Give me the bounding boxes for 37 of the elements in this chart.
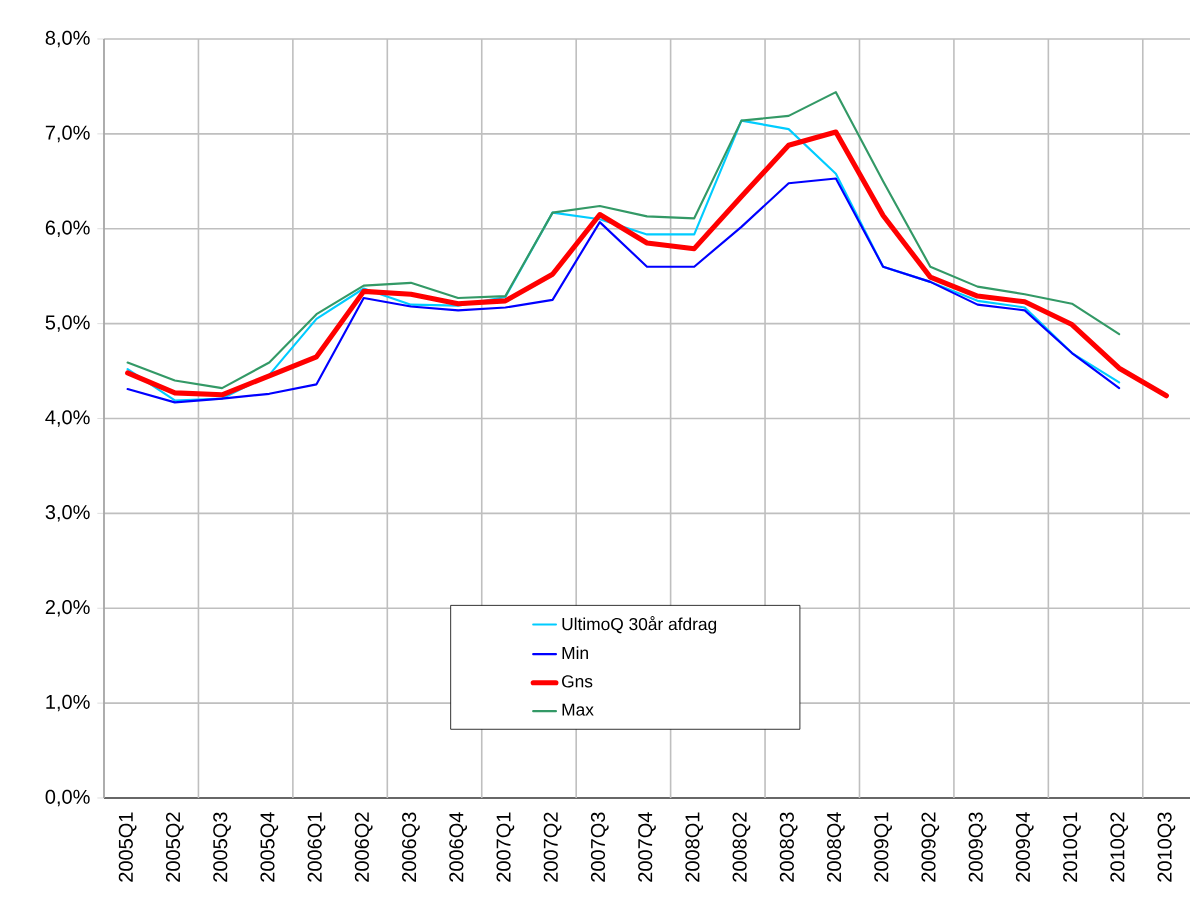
legend-label: Gns <box>562 675 593 688</box>
x-tick-label: 2008Q1 <box>685 812 704 882</box>
y-tick-label: 5,0% <box>45 315 90 332</box>
x-tick-label: 2008Q4 <box>827 812 845 882</box>
legend-label: Min <box>562 646 588 659</box>
x-tick-label: 2006Q4 <box>449 812 468 882</box>
y-tick-label: 0,0% <box>45 789 90 807</box>
x-tick-label: 2006Q1 <box>307 812 326 882</box>
x-tick-label: 2009Q3 <box>968 812 987 882</box>
legend-label: UltimoQ 30år afdrag <box>562 616 717 634</box>
y-tick-label: 7,0% <box>45 125 90 143</box>
x-tick-label: 2008Q2 <box>732 812 751 882</box>
x-tick-label: 2010Q3 <box>1157 812 1176 882</box>
x-tick-label: 2009Q2 <box>921 812 940 882</box>
x-tick-label: 2007Q2 <box>543 812 562 882</box>
x-tick-label: 2007Q1 <box>496 812 515 882</box>
y-tick-label: 4,0% <box>45 410 90 427</box>
x-tick-label: 2007Q3 <box>590 812 609 882</box>
line-series <box>126 177 1121 404</box>
x-tick-label: 2009Q1 <box>874 812 892 882</box>
x-tick-label: 2005Q1 <box>118 812 137 882</box>
y-tick-label: 2,0% <box>45 599 90 617</box>
x-tick-label: 2007Q4 <box>638 812 656 882</box>
x-tick-label: 2009Q4 <box>1015 812 1034 882</box>
x-tick-label: 2006Q3 <box>402 812 420 882</box>
x-tick-label: 2008Q3 <box>779 812 798 882</box>
x-tick-label: 2005Q3 <box>213 812 231 882</box>
x-tick-label: 2005Q2 <box>165 812 184 882</box>
x-tick-label: 2005Q4 <box>260 812 279 882</box>
legend-label: Max <box>562 703 594 716</box>
x-tick-label: 2006Q2 <box>354 812 373 882</box>
y-tick-label: 1,0% <box>46 694 90 712</box>
x-tick-label: 2010Q1 <box>1063 812 1081 882</box>
x-tick-label: 2010Q2 <box>1110 812 1129 882</box>
y-tick-label: 6,0% <box>45 220 90 237</box>
y-tick-label: 3,0% <box>45 505 90 522</box>
y-tick-label: 8,0% <box>45 30 90 48</box>
